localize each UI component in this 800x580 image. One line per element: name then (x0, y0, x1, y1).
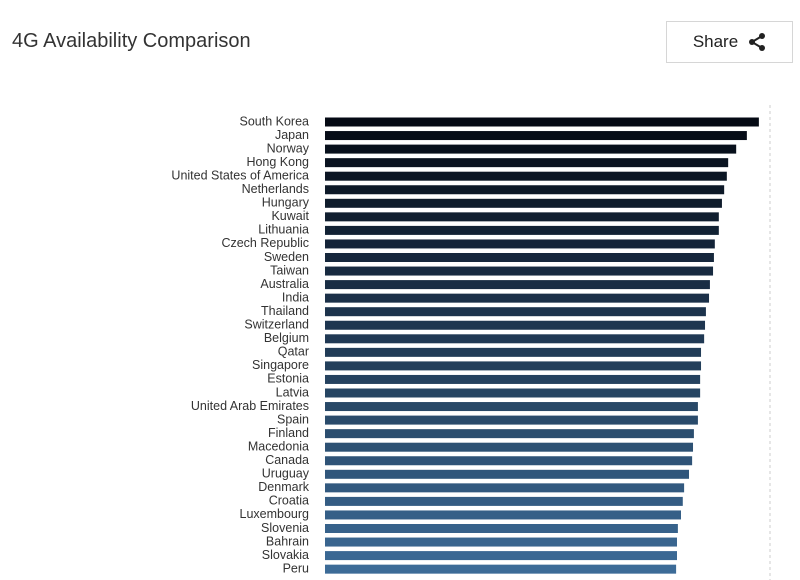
bar (325, 171, 727, 181)
y-tick-label: Macedonia (248, 439, 309, 453)
y-tick-label: Singapore (252, 358, 309, 372)
bar (325, 374, 701, 384)
y-tick-label: Latvia (276, 385, 309, 399)
y-tick-label: United States of America (171, 168, 309, 182)
bar (325, 185, 725, 195)
y-tick-label: United Arab Emirates (191, 399, 309, 413)
y-tick-label: Sweden (264, 250, 309, 264)
bar (325, 456, 693, 466)
bar (325, 347, 702, 357)
y-tick-label: Thailand (261, 304, 309, 318)
bar (325, 429, 694, 439)
y-tick-label: Australia (260, 277, 309, 291)
y-tick-label: Qatar (278, 345, 309, 359)
y-tick-label: Netherlands (242, 182, 309, 196)
share-button[interactable]: Share (666, 21, 793, 63)
y-tick-label: Croatia (269, 494, 309, 508)
bar (325, 388, 701, 398)
bar (325, 225, 719, 235)
y-tick-label: Japan (275, 128, 309, 142)
bar (325, 117, 759, 127)
bar (325, 253, 714, 262)
share-label: Share (692, 32, 739, 51)
y-tick-label: Denmark (258, 480, 309, 494)
y-tick-label: Lithuania (258, 223, 309, 237)
y-tick-label: Belgium (264, 331, 309, 345)
bar (325, 131, 747, 141)
bar (325, 198, 722, 208)
y-tick-label: Norway (267, 141, 310, 155)
y-tick-label: Hungary (262, 196, 310, 210)
bar (325, 402, 698, 412)
y-tick-label: Czech Republic (221, 236, 309, 250)
bar (325, 551, 677, 561)
bar (325, 564, 677, 574)
y-tick-label: Estonia (267, 372, 309, 386)
bar (325, 334, 705, 344)
y-tick-label: Slovenia (261, 521, 309, 535)
y-tick-label: Canada (265, 453, 309, 467)
y-tick-label: Luxembourg (240, 507, 310, 521)
y-tick-label: Taiwan (270, 263, 309, 277)
bar (325, 158, 729, 168)
bar (325, 307, 706, 317)
bar (325, 483, 685, 493)
bar (325, 510, 681, 520)
y-tick-label: Peru (283, 561, 309, 575)
bar (325, 415, 698, 425)
y-tick-label: Spain (277, 412, 309, 426)
y-tick-label: Switzerland (244, 318, 309, 332)
y-tick-label: India (282, 290, 309, 304)
y-tick-label: Hong Kong (246, 155, 309, 169)
bar (325, 266, 714, 276)
y-tick-label: Finland (268, 426, 309, 440)
share-icon (749, 33, 766, 51)
bar (325, 320, 706, 330)
bar (325, 469, 690, 479)
bar (325, 524, 678, 533)
bar (325, 280, 710, 290)
bar (325, 144, 737, 154)
page-title: 4G Availability Comparison (12, 30, 251, 52)
bar (325, 442, 694, 452)
y-tick-label: Bahrain (266, 534, 309, 548)
bar (325, 212, 719, 222)
bar (325, 537, 677, 547)
y-tick-label: South Korea (240, 114, 310, 128)
y-tick-label: Uruguay (262, 467, 310, 481)
bar (325, 361, 702, 371)
y-tick-label: Slovakia (262, 548, 309, 562)
bar (325, 496, 683, 506)
y-tick-label: Kuwait (271, 209, 309, 223)
bar (325, 293, 710, 303)
bar (325, 239, 715, 249)
